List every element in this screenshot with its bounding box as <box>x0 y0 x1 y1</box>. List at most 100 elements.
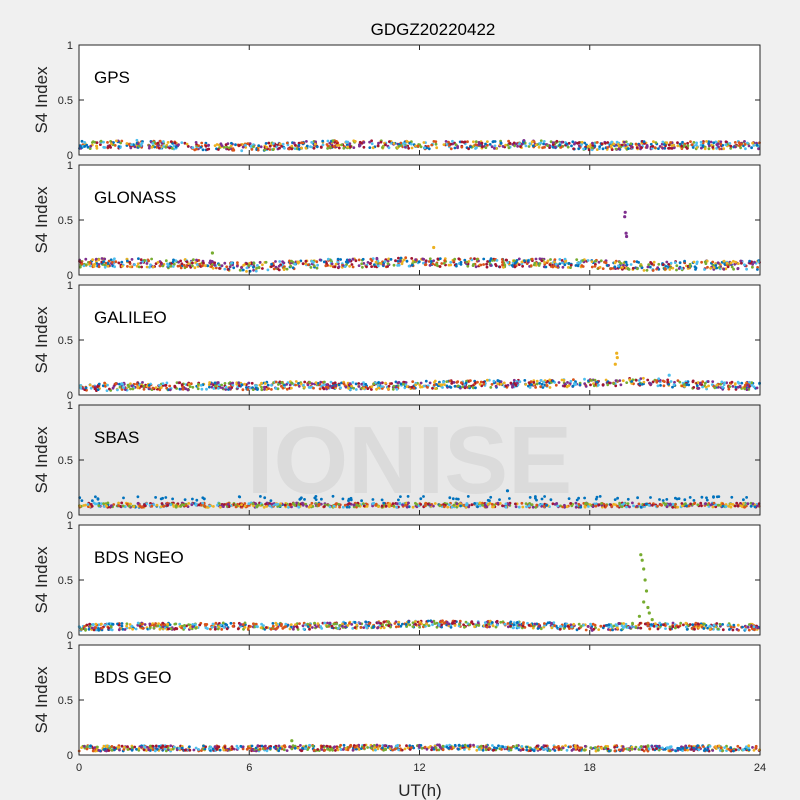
data-point <box>141 381 144 384</box>
data-point <box>516 144 519 148</box>
data-point <box>150 257 154 261</box>
data-point <box>251 388 255 391</box>
data-point <box>204 144 208 148</box>
data-point <box>318 258 322 262</box>
data-point <box>370 265 373 268</box>
data-point <box>550 626 554 629</box>
data-point <box>142 387 146 391</box>
data-point <box>688 264 692 268</box>
data-point <box>472 263 475 266</box>
data-point <box>635 146 639 150</box>
data-point <box>507 503 511 507</box>
data-point <box>453 619 457 623</box>
data-point <box>322 383 326 387</box>
data-point <box>656 266 660 269</box>
data-point <box>168 388 172 392</box>
data-point <box>180 626 184 630</box>
data-point <box>326 621 329 625</box>
data-point <box>346 140 350 144</box>
data-point <box>158 383 161 387</box>
data-point <box>550 621 553 625</box>
data-point <box>370 142 374 146</box>
data-point <box>418 620 422 624</box>
data-point <box>712 266 716 269</box>
data-point <box>579 505 583 509</box>
data-point <box>252 143 255 147</box>
data-point <box>366 387 370 390</box>
data-point <box>545 384 549 387</box>
data-point <box>314 495 318 498</box>
data-point <box>147 383 151 387</box>
data-point <box>399 382 403 386</box>
data-point <box>535 498 538 502</box>
data-point <box>588 145 592 149</box>
data-point <box>712 627 715 631</box>
data-point <box>493 147 496 150</box>
data-point <box>419 497 423 501</box>
data-point <box>583 382 587 385</box>
data-point <box>364 382 368 386</box>
data-point <box>136 502 140 505</box>
data-point <box>104 384 107 388</box>
data-point <box>564 744 567 747</box>
data-point <box>335 144 339 147</box>
data-point <box>391 502 395 506</box>
data-point <box>348 621 351 625</box>
data-point <box>653 146 657 150</box>
data-point <box>453 624 457 627</box>
outlier-point <box>615 356 619 360</box>
data-point <box>290 259 293 263</box>
data-point <box>691 379 695 383</box>
data-point <box>111 622 114 626</box>
data-point <box>410 263 414 267</box>
data-point <box>701 385 704 389</box>
data-point <box>115 139 118 143</box>
data-point <box>364 624 367 627</box>
data-point <box>489 257 493 260</box>
data-point <box>252 145 255 149</box>
data-point <box>290 505 293 509</box>
data-point <box>347 499 350 503</box>
data-point <box>540 382 544 386</box>
data-point <box>731 385 735 388</box>
data-point <box>607 381 611 385</box>
data-point <box>631 266 635 270</box>
data-point <box>693 502 696 505</box>
data-point <box>624 260 628 264</box>
data-point <box>247 381 251 385</box>
data-point <box>416 144 420 148</box>
data-point <box>143 623 147 626</box>
data-point <box>133 145 137 149</box>
data-point <box>526 259 530 262</box>
data-point <box>135 747 138 751</box>
data-point <box>652 624 656 628</box>
data-point <box>348 264 351 268</box>
data-point <box>661 140 665 144</box>
data-point <box>326 144 330 148</box>
data-point <box>319 146 323 149</box>
data-point <box>332 622 336 626</box>
data-point <box>222 503 226 506</box>
data-point <box>678 261 682 265</box>
data-point <box>105 389 109 392</box>
data-point <box>285 383 288 386</box>
data-point <box>668 503 671 506</box>
data-point <box>112 503 116 506</box>
data-point <box>247 502 251 506</box>
data-point <box>652 260 656 264</box>
data-point <box>274 265 278 269</box>
data-point <box>649 496 652 499</box>
data-point <box>530 503 534 507</box>
data-point <box>703 381 707 385</box>
data-point <box>631 501 634 505</box>
data-point <box>254 384 257 387</box>
data-point <box>419 385 422 389</box>
data-point <box>595 141 599 144</box>
data-point <box>308 623 312 627</box>
data-point <box>148 626 152 630</box>
data-point <box>401 622 404 626</box>
data-point <box>595 148 599 152</box>
data-point <box>397 620 401 624</box>
data-point <box>739 146 742 150</box>
